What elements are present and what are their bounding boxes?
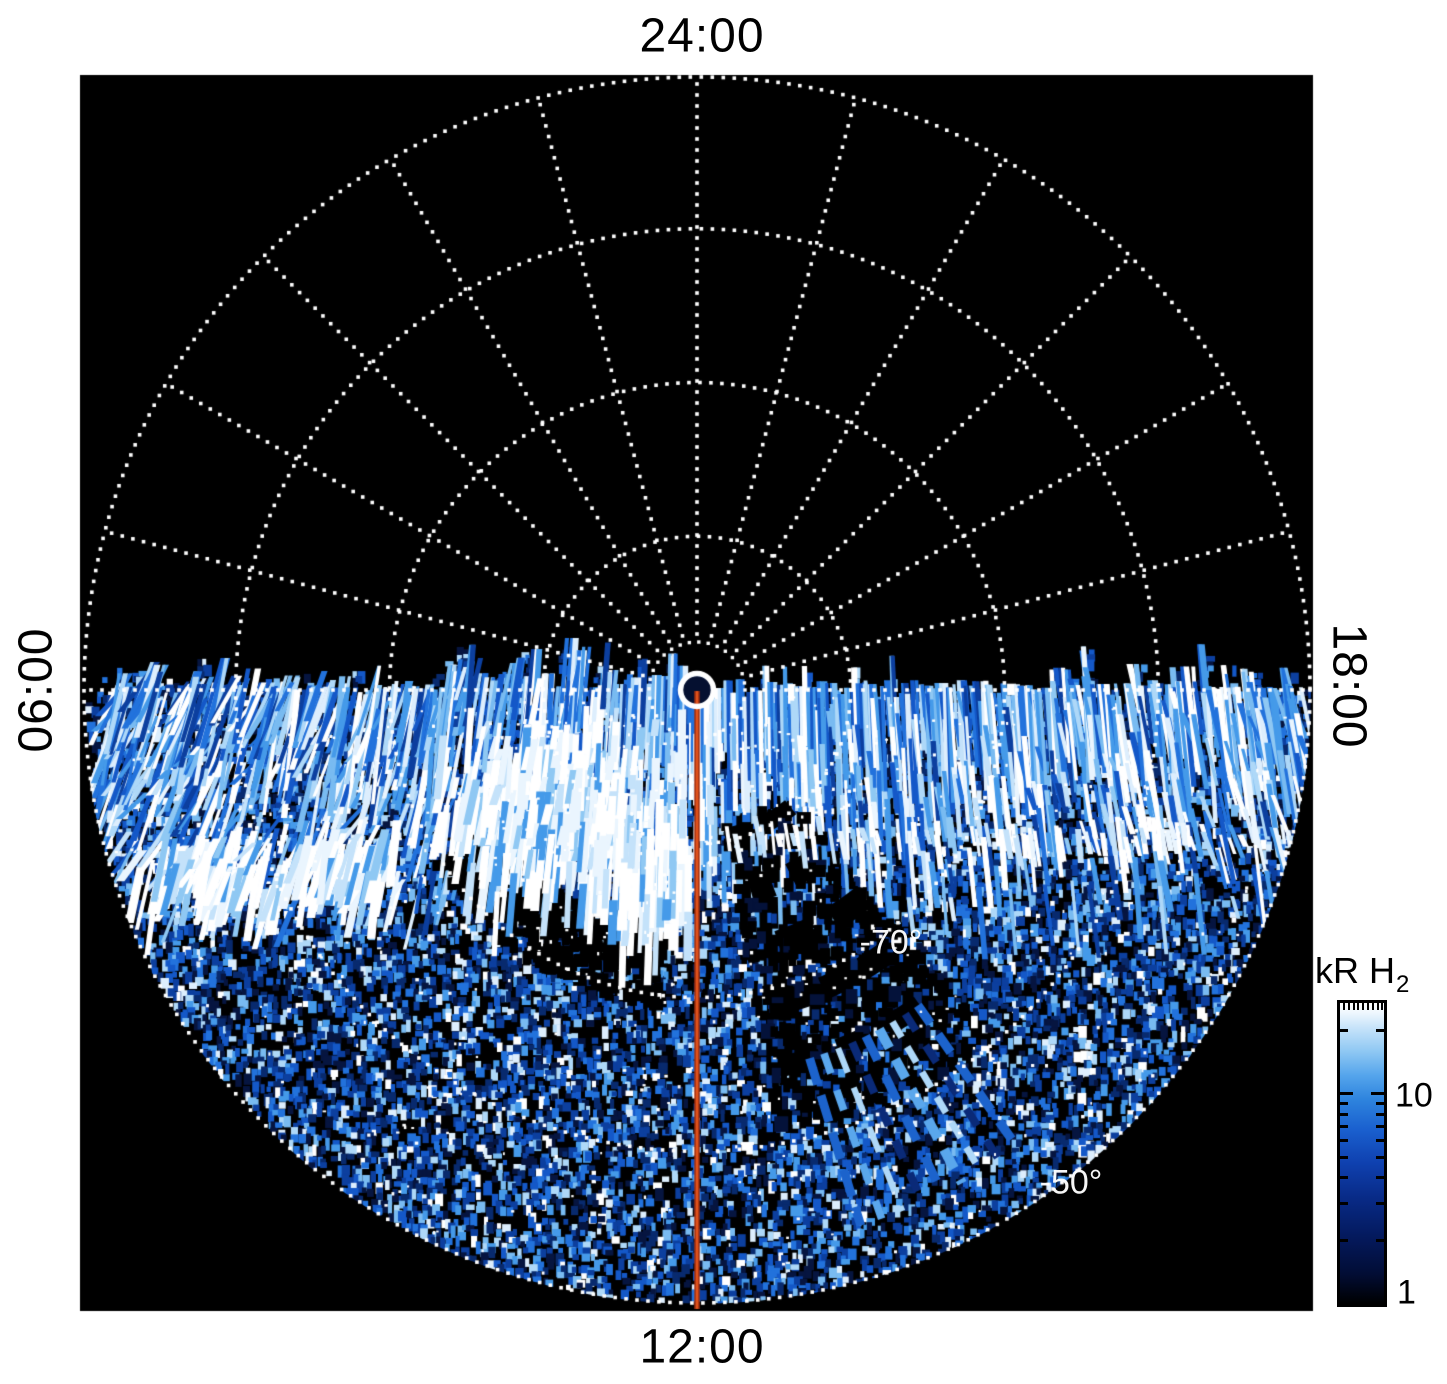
colorbar-top-minor-tick xyxy=(1343,1003,1345,1010)
colorbar-minor-tick xyxy=(1376,1239,1384,1243)
colorbar-tick-label-10: 10 xyxy=(1395,1076,1433,1115)
colorbar-minor-tick xyxy=(1376,1175,1384,1179)
latitude-ring-label-70: -70° xyxy=(859,923,923,962)
colorbar xyxy=(1337,1000,1387,1307)
colorbar-title: kR H2 xyxy=(1315,950,1409,998)
latitude-ring-label-50: -50° xyxy=(1039,1163,1103,1202)
colorbar-title-main: kR H xyxy=(1315,950,1395,991)
colorbar-minor-tick xyxy=(1340,1138,1348,1142)
colorbar-top-minor-tick xyxy=(1376,1003,1379,1010)
local-time-label-top: 24:00 xyxy=(639,9,765,63)
colorbar-top-minor-tick xyxy=(1357,1003,1360,1010)
colorbar-minor-tick xyxy=(1340,1202,1348,1206)
colorbar-major-tick xyxy=(1371,1092,1384,1096)
colorbar-minor-tick xyxy=(1340,1239,1348,1243)
colorbar-tick-label-1: 1 xyxy=(1397,1273,1416,1312)
colorbar-minor-tick xyxy=(1340,1028,1348,1032)
local-time-label-right: 18:00 xyxy=(1322,623,1376,749)
colorbar-minor-tick xyxy=(1340,1124,1348,1128)
colorbar-minor-tick xyxy=(1340,1101,1348,1105)
local-time-label-left: 06:00 xyxy=(9,627,63,753)
colorbar-minor-tick xyxy=(1376,1155,1384,1159)
colorbar-top-minor-tick xyxy=(1371,1003,1374,1010)
colorbar-minor-tick xyxy=(1376,1028,1384,1032)
colorbar-top-minor-tick xyxy=(1381,1003,1384,1010)
colorbar-top-minor-tick xyxy=(1367,1003,1369,1010)
colorbar-minor-tick xyxy=(1376,1101,1384,1105)
colorbar-top-minor-tick xyxy=(1362,1003,1365,1010)
colorbar-gradient xyxy=(1340,1003,1384,1304)
colorbar-title-subscript: 2 xyxy=(1396,971,1410,998)
colorbar-minor-tick xyxy=(1376,1138,1384,1142)
colorbar-minor-tick xyxy=(1340,1155,1348,1159)
colorbar-minor-tick xyxy=(1376,1112,1384,1116)
colorbar-top-minor-tick xyxy=(1347,1003,1350,1010)
colorbar-major-tick xyxy=(1340,1092,1353,1096)
local-time-label-bottom: 12:00 xyxy=(639,1320,765,1374)
colorbar-minor-tick xyxy=(1376,1202,1384,1206)
colorbar-minor-tick xyxy=(1340,1175,1348,1179)
colorbar-minor-tick xyxy=(1340,1112,1348,1116)
colorbar-minor-tick xyxy=(1376,1124,1384,1128)
colorbar-top-minor-tick xyxy=(1352,1003,1355,1010)
